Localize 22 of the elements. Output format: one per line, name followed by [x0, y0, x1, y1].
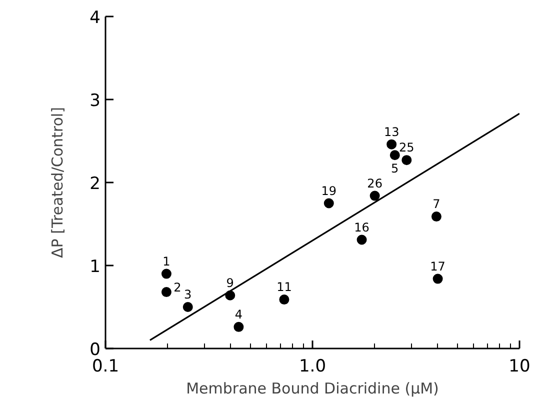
y-tick-label: 3 — [90, 91, 101, 111]
annotation: 3 — [184, 288, 192, 302]
y-tick-label: 4 — [90, 8, 101, 28]
y-tick-label: 1 — [90, 257, 101, 277]
y-axis-title: ΔP [Treated/Control] — [48, 107, 67, 258]
annotation: 5 — [391, 162, 399, 176]
annotation: 9 — [226, 276, 234, 290]
x-tick-label: 1.0 — [298, 356, 326, 376]
x-axis-title: Membrane Bound Diacridine (μM) — [186, 380, 439, 398]
y-tick-label: 2 — [90, 174, 101, 194]
annotation: 13 — [384, 124, 400, 139]
annotation: 25 — [399, 140, 414, 155]
x-tick-label: 10 — [508, 356, 530, 376]
annotation: 7 — [432, 197, 440, 212]
annotation: 4 — [234, 307, 243, 322]
annotation: 26 — [367, 176, 382, 190]
annotation: 2 — [174, 280, 182, 295]
annotation: 17 — [430, 259, 446, 274]
annotation: 16 — [354, 220, 370, 234]
annotation: 1 — [162, 254, 170, 268]
annotation: 11 — [276, 280, 292, 294]
annotation: 19 — [321, 184, 337, 198]
